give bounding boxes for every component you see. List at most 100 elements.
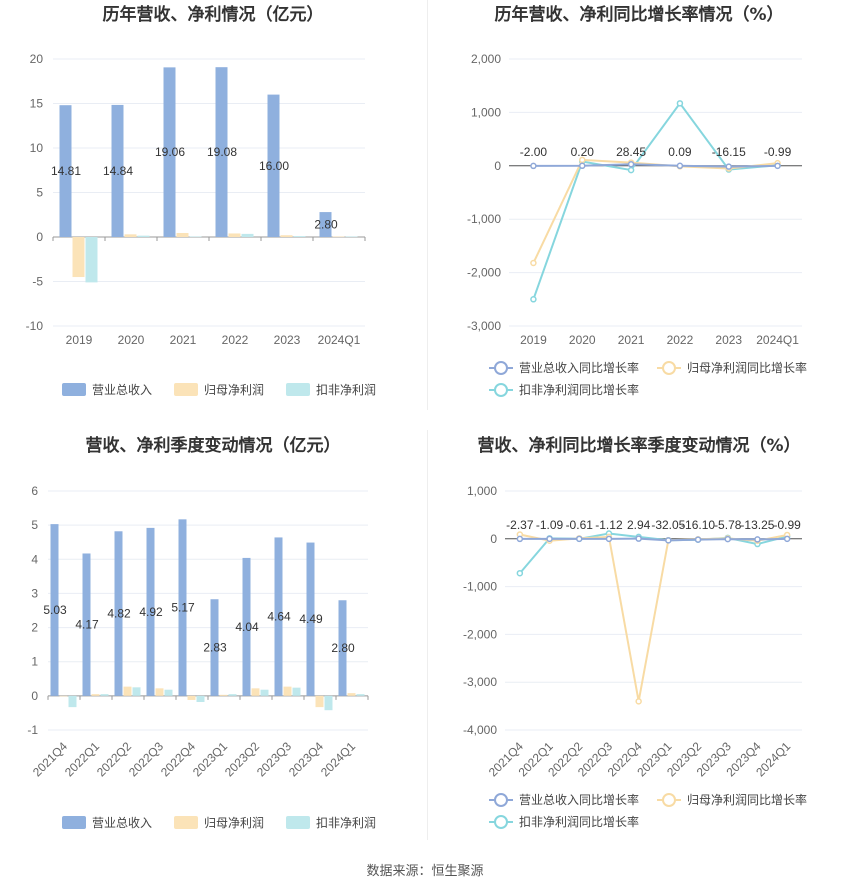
bar-2023-s1 (280, 235, 293, 237)
bar-2022q2-s0 (114, 531, 123, 696)
bar-2023q3-s0 (274, 537, 283, 696)
bar-2022q3-s2 (164, 689, 173, 696)
bar-2022q3-s0 (146, 527, 155, 696)
annual-growth-panel: 历年营收、净利同比增长率情况（%） 2,000 1,000 0 -1,000 -2,000… (427, 0, 850, 410)
data-label: 14.84 (103, 164, 133, 178)
y-tick-label: -5 (32, 275, 43, 289)
x-tick-label: 2022Q4 (158, 739, 198, 779)
legend-marker (662, 361, 676, 375)
data-label: 0.20 (571, 145, 595, 159)
legend-swatch (286, 816, 310, 829)
x-tick-label: 2019 (520, 333, 547, 347)
bar-2023-s0 (267, 94, 280, 237)
legend-marker (494, 793, 508, 807)
x-tick-label: 2024Q1 (756, 333, 799, 347)
bar-2020-s0 (111, 104, 124, 237)
data-label: -5.78 (714, 518, 742, 532)
data-label: -1.09 (536, 518, 564, 532)
y-tick-label: -1,000 (463, 580, 497, 594)
bar-2024q1-s2 (356, 694, 365, 696)
bar-2022q1-s0 (82, 553, 91, 696)
y-tick-label: 1 (31, 655, 38, 669)
data-label: 16.00 (259, 159, 289, 173)
data-label: -0.99 (773, 518, 801, 532)
bar-2024q1-s1 (332, 236, 345, 238)
data-label: -13.25 (740, 518, 774, 532)
legend-label: 扣非净利润同比增长率 (519, 814, 639, 829)
bar-2023q4-s0 (306, 542, 315, 696)
y-tick-label: 5 (36, 186, 43, 200)
x-tick-label: 2021Q4 (30, 739, 70, 779)
legend-label: 归母净利润同比增长率 (687, 360, 807, 375)
data-label: -32.05 (651, 518, 685, 532)
data-source-note: 数据来源：恒生聚源 (366, 864, 484, 879)
panel-divider-top (427, 0, 428, 410)
legend-label: 扣非净利润 (316, 383, 376, 397)
legend-label: 归母净利润 (204, 383, 264, 397)
y-tick-label: 15 (30, 97, 44, 111)
y-tick-label: 2,000 (471, 52, 501, 66)
legend-swatch (174, 383, 198, 396)
bar-2024q1-s2 (345, 236, 358, 238)
legend-marker (662, 793, 676, 807)
point-2021q4-s2 (516, 569, 524, 577)
data-label: 2.80 (314, 218, 338, 232)
x-tick-label: 2022 (222, 333, 249, 347)
bar-2022-s0 (215, 67, 228, 237)
y-tick-label: -2,000 (463, 627, 497, 641)
annual-values-panel: 历年营收、净利情况（亿元） 20 15 10 5 0 -5 -10 2019 2020 2021 20… (0, 0, 427, 410)
point-2022q1-s0 (546, 535, 553, 543)
data-label: -16.10 (681, 518, 715, 532)
x-tick-label: 2021 (170, 333, 197, 347)
bar-2021q4-s2 (68, 695, 77, 708)
annual-growth-chart: 历年营收、净利同比增长率情况（%） 2,000 1,000 0 -1,000 -2,000… (467, 4, 807, 397)
x-tick-label: 2021 (618, 333, 645, 347)
point-2024q1-s0 (774, 162, 781, 170)
data-label: 19.08 (207, 145, 237, 159)
panel-divider-bottom (427, 430, 428, 840)
legend-label: 营业总收入 (92, 816, 152, 830)
point-2021-s0 (627, 161, 635, 168)
bar-2022q1-s2 (100, 694, 109, 696)
x-tick-label: 2020 (118, 333, 145, 347)
bar-2022q4-s2 (196, 695, 205, 703)
bar-2022q4-s1 (187, 695, 196, 700)
legend-swatch (286, 383, 310, 396)
y-tick-label: 6 (31, 484, 38, 498)
data-label: 4.17 (75, 618, 99, 632)
bar-2019-s0 (59, 105, 72, 237)
data-label: -0.61 (566, 518, 594, 532)
y-tick-label: 1,000 (471, 105, 501, 119)
x-tick-label: 2022Q1 (62, 739, 102, 779)
bar-2023q2-s0 (242, 557, 251, 696)
bar-2023q1-s2 (228, 694, 237, 696)
legend-label: 扣非净利润同比增长率 (519, 382, 639, 397)
data-label: 5.03 (43, 603, 67, 617)
data-label: -0.99 (764, 145, 792, 159)
legend-label: 营业总收入同比增长率 (519, 360, 639, 375)
bar-2022q4-s0 (178, 519, 187, 696)
annual-values-chart: 历年营收、净利情况（亿元） 20 15 10 5 0 -5 -10 2019 2020 2021 20… (26, 4, 376, 397)
bar-2022q2-s1 (123, 686, 132, 696)
x-tick-label: 2022 (667, 333, 694, 347)
y-tick-label: -4,000 (463, 723, 497, 737)
series-line-1 (519, 533, 788, 702)
bar-2024q1-s0 (338, 600, 347, 696)
y-tick-label: 5 (31, 518, 38, 532)
data-label: 14.81 (51, 164, 81, 178)
series-line-1 (532, 158, 778, 264)
y-tick-label: 0 (494, 159, 501, 173)
quarterly-growth-panel: 营收、净利同比增长率季度变动情况（%） 1,000 0 -1,000 -2,000 -3,… (427, 425, 850, 850)
data-label: 4.64 (267, 610, 291, 624)
point-2021-s2 (627, 166, 635, 174)
bar-2023q2-s2 (260, 689, 269, 696)
data-label: 2.80 (331, 641, 355, 655)
bar-2023q2-s1 (251, 688, 260, 696)
y-tick-label: 4 (31, 552, 38, 566)
point-2020-s0 (579, 162, 586, 170)
point-2019-s2 (530, 296, 537, 303)
legend-marker (494, 361, 508, 375)
y-tick-label: -10 (26, 319, 44, 333)
bar-2022-s2 (241, 233, 254, 237)
data-label: 28.45 (616, 145, 646, 159)
